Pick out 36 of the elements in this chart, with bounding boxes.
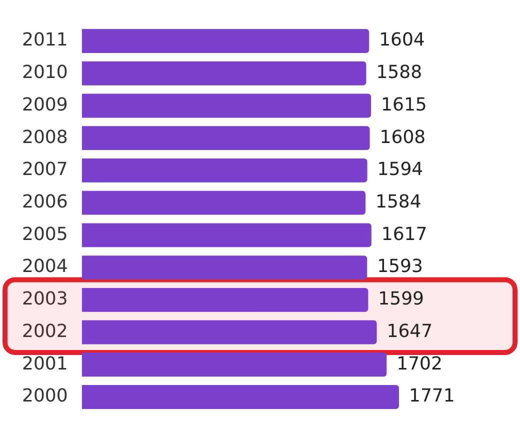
data-label: 1771	[408, 386, 455, 407]
data-label: 1584	[375, 191, 422, 212]
bar	[82, 352, 387, 377]
y-tick-label: 2009	[22, 94, 68, 116]
bar	[82, 29, 370, 53]
y-tick-label: 2008	[22, 126, 68, 148]
data-label: 1593	[377, 256, 423, 278]
y-tick-label: 2007	[22, 159, 68, 180]
data-label: 1594	[377, 159, 424, 180]
bar	[82, 385, 399, 409]
y-tick-label: 2001	[22, 353, 68, 374]
bar	[82, 94, 372, 118]
data-label: 1617	[381, 224, 428, 245]
data-label: 1604	[379, 30, 425, 51]
y-tick-label: 2005	[22, 224, 68, 245]
y-tick-label: 2003	[22, 288, 68, 310]
data-label: 1608	[380, 126, 426, 148]
y-tick-label: 2010	[22, 62, 68, 84]
bar	[82, 320, 377, 344]
y-tick-label: 2004	[22, 256, 68, 278]
y-tick-label: 2006	[22, 191, 68, 212]
data-label: 1599	[378, 288, 424, 310]
data-label: 1588	[376, 62, 422, 84]
data-label: 1647	[386, 320, 433, 342]
bar	[82, 190, 366, 215]
data-label: 1702	[396, 353, 442, 374]
y-tick-label: 2011	[22, 30, 68, 51]
y-tick-label: 2000	[22, 386, 68, 407]
bar	[82, 126, 370, 150]
bar	[82, 158, 368, 182]
y-tick-label: 2002	[22, 320, 68, 342]
bar	[82, 288, 368, 312]
bar	[82, 223, 372, 248]
bar	[82, 256, 368, 280]
data-label: 1615	[381, 94, 427, 116]
bar	[82, 61, 366, 86]
